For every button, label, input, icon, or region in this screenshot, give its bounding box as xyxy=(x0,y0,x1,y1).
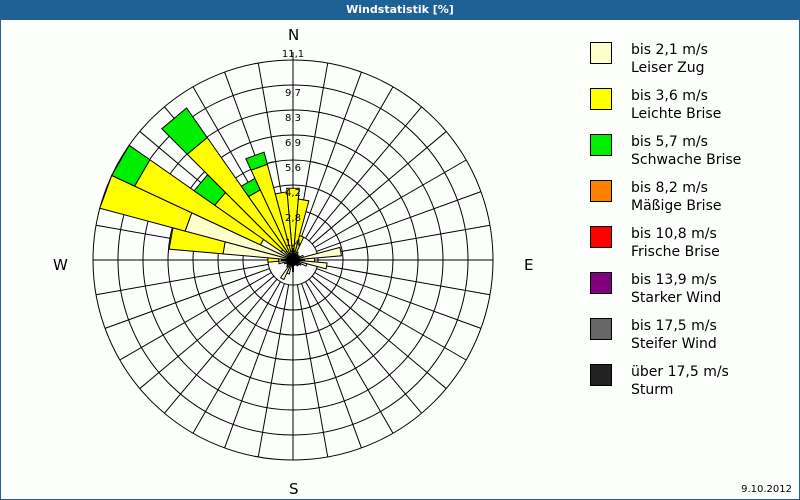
wind-sector xyxy=(274,191,293,252)
direction-west: W xyxy=(53,256,68,274)
legend-label: Sturm xyxy=(631,382,674,398)
wind-sector xyxy=(292,246,343,261)
legend-label: Leiser Zug xyxy=(631,60,705,76)
direction-south: S xyxy=(289,480,299,498)
legend-speed: bis 2,1 m/s xyxy=(631,42,708,58)
legend-swatch xyxy=(590,318,612,340)
legend-swatch xyxy=(590,226,612,248)
legend-speed: über 17,5 m/s xyxy=(631,364,729,380)
direction-east: E xyxy=(524,256,534,274)
legend-speed: bis 17,5 m/s xyxy=(631,318,717,334)
chart-title: Windstatistik [%] xyxy=(0,0,800,20)
legend-swatch xyxy=(590,134,612,156)
legend-item: bis 5,7 m/s Schwache Brise xyxy=(590,132,790,176)
legend-item: bis 17,5 m/s Steifer Wind xyxy=(590,316,790,360)
legend-label: Steifer Wind xyxy=(631,336,717,352)
legend-item: bis 3,6 m/s Leichte Brise xyxy=(590,86,790,130)
wind-sector xyxy=(161,107,208,155)
direction-north: N xyxy=(288,26,300,44)
wind-sector xyxy=(111,144,151,187)
legend-swatch xyxy=(590,180,612,202)
legend-label: Leichte Brise xyxy=(631,106,722,122)
svg-text:6,9: 6,9 xyxy=(285,138,301,149)
legend-label: Mäßige Brise xyxy=(631,198,722,214)
legend-item: bis 13,9 m/s Starker Wind xyxy=(590,270,790,314)
legend-item: bis 2,1 m/s Leiser Zug xyxy=(590,40,790,84)
date-label: 9.10.2012 xyxy=(741,484,792,495)
svg-text:1,4: 1,4 xyxy=(285,238,301,249)
legend-swatch xyxy=(590,42,612,64)
legend-swatch xyxy=(590,364,612,386)
legend-swatch xyxy=(590,272,612,294)
legend-item: bis 8,2 m/s Mäßige Brise xyxy=(590,178,790,222)
legend-speed: bis 8,2 m/s xyxy=(631,180,708,196)
svg-text:11,1: 11,1 xyxy=(282,49,304,60)
wind-sector xyxy=(245,151,268,171)
legend-label: Frische Brise xyxy=(631,244,720,260)
legend-label: Schwache Brise xyxy=(631,152,742,168)
svg-text:9,7: 9,7 xyxy=(285,88,301,99)
legend-speed: bis 13,9 m/s xyxy=(631,272,717,288)
legend-speed: bis 3,6 m/s xyxy=(631,88,708,104)
svg-text:5,6: 5,6 xyxy=(285,163,301,174)
legend-swatch xyxy=(590,88,612,110)
legend-speed: bis 5,7 m/s xyxy=(631,134,708,150)
legend-item: bis 10,8 m/s Frische Brise xyxy=(590,224,790,268)
svg-text:2,8: 2,8 xyxy=(285,213,301,224)
legend-item: über 17,5 m/s Sturm xyxy=(590,362,790,406)
wind-sector xyxy=(293,198,310,252)
legend-label: Starker Wind xyxy=(631,290,722,306)
svg-text:4,2: 4,2 xyxy=(285,188,301,199)
legend-speed: bis 10,8 m/s xyxy=(631,226,717,242)
svg-text:8,3: 8,3 xyxy=(285,113,301,124)
